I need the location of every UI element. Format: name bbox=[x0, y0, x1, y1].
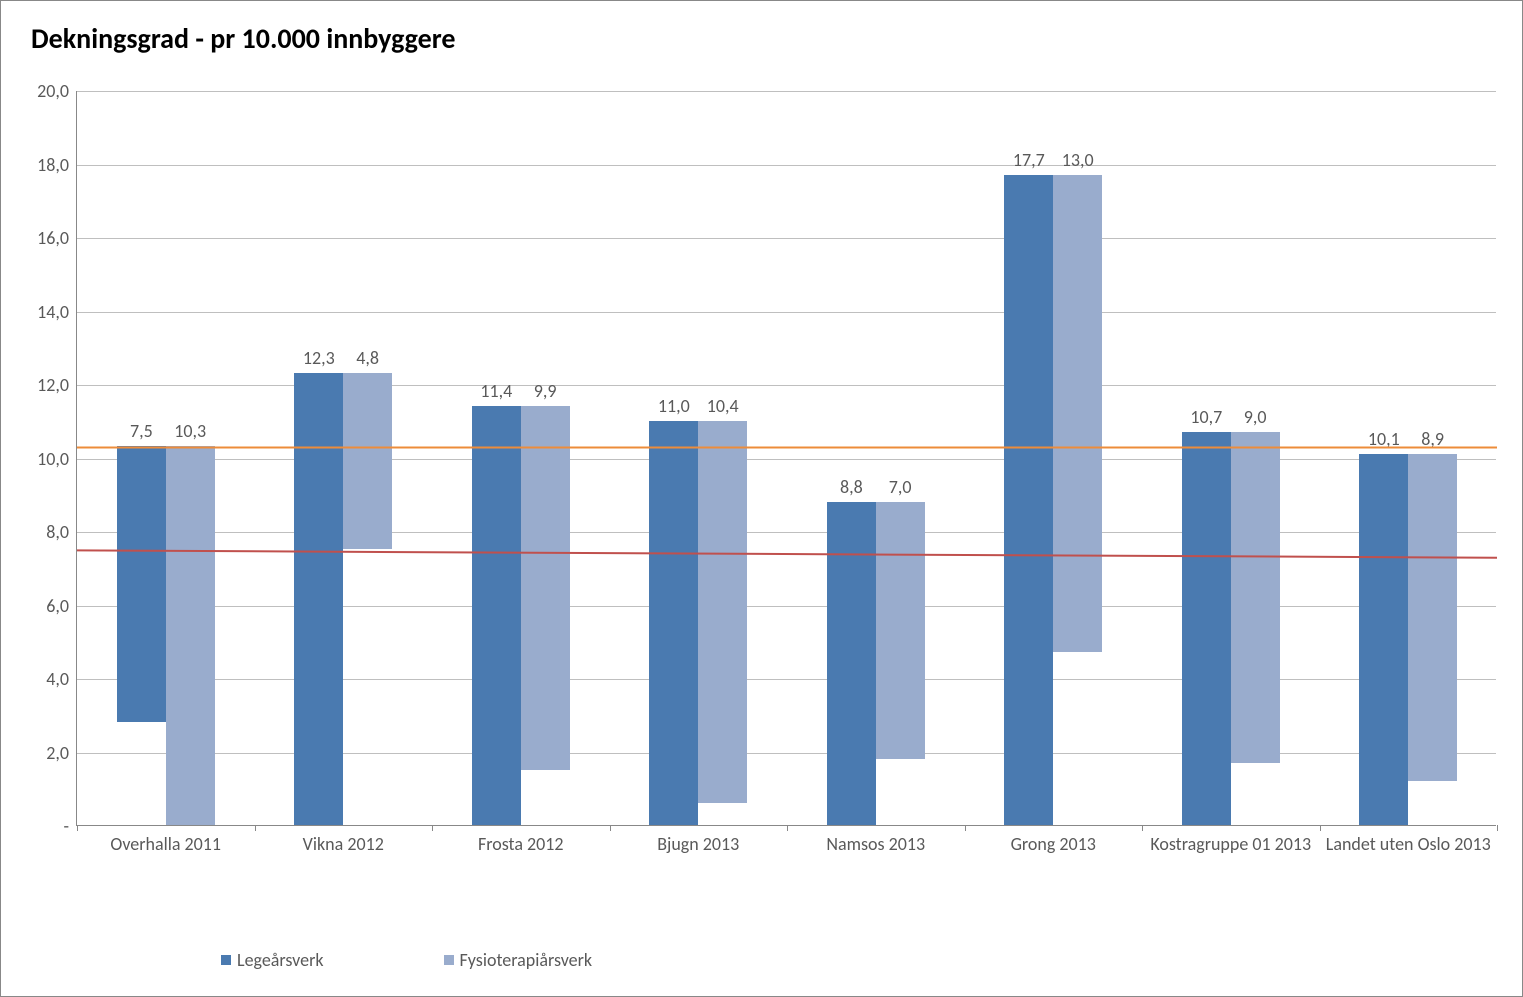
bar: 7,5 bbox=[117, 446, 166, 722]
reference-line bbox=[77, 550, 1497, 557]
y-axis-label: 6,0 bbox=[46, 595, 69, 617]
bar-value-label: 11,0 bbox=[658, 395, 690, 417]
x-tick bbox=[610, 825, 611, 831]
bar: 8,9 bbox=[1408, 454, 1457, 781]
y-axis-label: 8,0 bbox=[46, 521, 69, 543]
y-axis-label: 16,0 bbox=[37, 227, 69, 249]
legend-swatch bbox=[444, 955, 454, 965]
gridline bbox=[77, 91, 1496, 92]
bar-group: 10,79,0 bbox=[1182, 432, 1280, 825]
x-tick bbox=[965, 825, 966, 831]
bar-value-label: 7,0 bbox=[889, 476, 912, 498]
legend-label: Legeårsverk bbox=[237, 949, 324, 971]
bar-value-label: 10,7 bbox=[1190, 406, 1222, 428]
legend-item: Legeårsverk bbox=[221, 949, 324, 971]
bar-group: 12,34,8 bbox=[294, 373, 392, 825]
bar-value-label: 17,7 bbox=[1013, 149, 1045, 171]
bar: 10,4 bbox=[698, 421, 747, 803]
x-axis-label: Landet uten Oslo 2013 bbox=[1324, 833, 1493, 855]
bar: 10,3 bbox=[166, 446, 215, 825]
bar-group: 8,87,0 bbox=[827, 502, 925, 825]
x-tick bbox=[787, 825, 788, 831]
plot-area: -2,04,06,08,010,012,014,016,018,020,07,5… bbox=[76, 91, 1496, 826]
bar: 8,8 bbox=[827, 502, 876, 825]
y-axis-label: 4,0 bbox=[46, 668, 69, 690]
bar-value-label: 12,3 bbox=[303, 347, 335, 369]
bar-value-label: 9,9 bbox=[534, 380, 557, 402]
chart-title: Dekningsgrad - pr 10.000 innbyggere bbox=[31, 21, 455, 56]
gridline bbox=[77, 532, 1496, 533]
bar: 7,0 bbox=[876, 502, 925, 759]
chart-container: Dekningsgrad - pr 10.000 innbyggere -2,0… bbox=[0, 0, 1523, 997]
gridline bbox=[77, 238, 1496, 239]
y-axis-label: 20,0 bbox=[37, 80, 69, 102]
y-axis-label: 14,0 bbox=[37, 301, 69, 323]
x-axis-label: Kostragruppe 01 2013 bbox=[1146, 833, 1315, 855]
legend-label: Fysioterapiårsverk bbox=[460, 949, 593, 971]
y-axis-label: 2,0 bbox=[46, 742, 69, 764]
x-tick bbox=[255, 825, 256, 831]
bar: 9,0 bbox=[1231, 432, 1280, 763]
bar-value-label: 10,3 bbox=[174, 420, 206, 442]
gridline bbox=[77, 606, 1496, 607]
x-axis-label: Overhalla 2011 bbox=[81, 833, 250, 855]
gridline bbox=[77, 165, 1496, 166]
x-tick bbox=[1497, 825, 1498, 831]
bar-value-label: 11,4 bbox=[480, 380, 512, 402]
x-axis-label: Grong 2013 bbox=[969, 833, 1138, 855]
x-axis-label: Bjugn 2013 bbox=[614, 833, 783, 855]
bar-value-label: 10,4 bbox=[707, 395, 739, 417]
bar: 10,7 bbox=[1182, 432, 1231, 825]
x-tick bbox=[432, 825, 433, 831]
bar-value-label: 8,9 bbox=[1421, 428, 1444, 450]
legend: Legeårsverk Fysioterapiårsverk bbox=[221, 949, 592, 971]
bar-value-label: 13,0 bbox=[1062, 149, 1094, 171]
bar-value-label: 7,5 bbox=[130, 420, 153, 442]
legend-swatch bbox=[221, 955, 231, 965]
bar-value-label: 8,8 bbox=[840, 476, 863, 498]
x-tick bbox=[77, 825, 78, 831]
x-axis-label: Namsos 2013 bbox=[791, 833, 960, 855]
y-axis-label: 10,0 bbox=[37, 448, 69, 470]
bar-group: 10,18,9 bbox=[1359, 454, 1457, 825]
y-axis-label: 18,0 bbox=[37, 154, 69, 176]
bar-group: 17,713,0 bbox=[1004, 175, 1102, 825]
x-axis-label: Frosta 2012 bbox=[436, 833, 605, 855]
gridline bbox=[77, 459, 1496, 460]
bar-value-label: 10,1 bbox=[1368, 428, 1400, 450]
gridline bbox=[77, 679, 1496, 680]
bar: 11,4 bbox=[472, 406, 521, 825]
bar: 13,0 bbox=[1053, 175, 1102, 653]
gridline bbox=[77, 312, 1496, 313]
bar-group: 11,49,9 bbox=[472, 406, 570, 825]
bar: 9,9 bbox=[521, 406, 570, 770]
x-tick bbox=[1320, 825, 1321, 831]
x-tick bbox=[1142, 825, 1143, 831]
gridline bbox=[77, 753, 1496, 754]
y-axis-label: - bbox=[63, 815, 69, 837]
bar-value-label: 4,8 bbox=[356, 347, 379, 369]
gridline bbox=[77, 385, 1496, 386]
bar: 10,1 bbox=[1359, 454, 1408, 825]
legend-item: Fysioterapiårsverk bbox=[444, 949, 593, 971]
bar: 17,7 bbox=[1004, 175, 1053, 825]
bar: 11,0 bbox=[649, 421, 698, 825]
y-axis-label: 12,0 bbox=[37, 374, 69, 396]
bar-group: 7,510,3 bbox=[117, 446, 215, 825]
bar-group: 11,010,4 bbox=[649, 421, 747, 825]
bar: 4,8 bbox=[343, 373, 392, 549]
bar: 12,3 bbox=[294, 373, 343, 825]
bar-value-label: 9,0 bbox=[1244, 406, 1267, 428]
x-axis-label: Vikna 2012 bbox=[259, 833, 428, 855]
